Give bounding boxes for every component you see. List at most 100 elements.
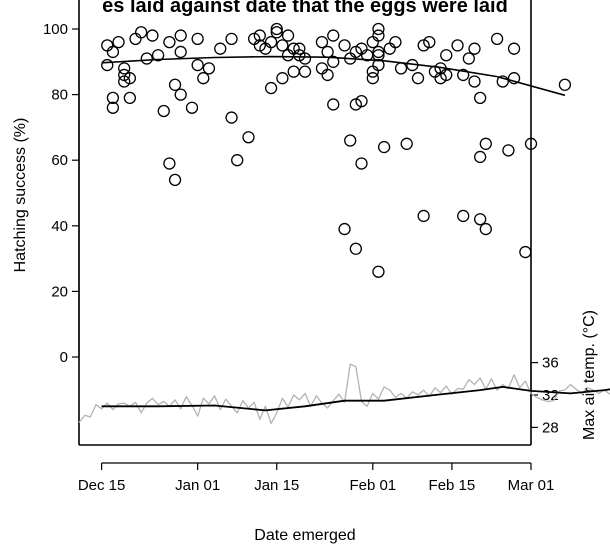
- data-point: [372, 49, 385, 62]
- x-axis-title: Date emerged: [254, 527, 355, 544]
- data-point: [372, 45, 385, 59]
- data-point: [327, 98, 340, 111]
- data-point: [366, 35, 379, 49]
- data-points: [101, 22, 572, 278]
- data-point: [242, 131, 255, 144]
- data-point: [174, 29, 187, 42]
- data-point: [270, 26, 283, 39]
- data-point: [457, 68, 470, 82]
- data-point: [163, 157, 176, 170]
- data-point: [151, 49, 165, 62]
- data-point: [321, 45, 334, 59]
- data-point: [417, 209, 430, 223]
- x-tick-label: Feb 15: [429, 477, 476, 494]
- data-point: [276, 72, 289, 85]
- data-point: [372, 265, 385, 278]
- data-point: [383, 42, 396, 55]
- data-point: [225, 111, 238, 124]
- data-point: [293, 42, 306, 55]
- data-point: [129, 32, 142, 45]
- data-point: [524, 137, 538, 150]
- data-point: [519, 245, 532, 259]
- y-tick-label: 0: [60, 349, 68, 366]
- temperature-lines: [78, 363, 610, 425]
- data-point: [197, 72, 210, 85]
- y-tick-label: 60: [51, 152, 68, 169]
- data-point: [400, 137, 413, 150]
- data-point: [389, 35, 402, 49]
- y2-tick-label: 36: [542, 355, 559, 372]
- data-point: [344, 134, 357, 147]
- data-point: [496, 75, 509, 88]
- data-point: [276, 39, 289, 52]
- x-tick-label: Jan 01: [175, 477, 220, 494]
- data-point: [502, 144, 515, 157]
- data-point: [101, 58, 114, 72]
- data-point: [473, 91, 487, 105]
- data-point: [394, 62, 408, 75]
- data-point: [281, 29, 295, 42]
- data-point: [473, 213, 487, 226]
- data-point: [112, 35, 125, 49]
- data-point: [270, 22, 283, 36]
- data-point: [366, 72, 379, 85]
- data-point: [264, 35, 278, 49]
- data-point: [191, 58, 204, 72]
- data-point: [507, 72, 521, 85]
- data-point: [372, 29, 385, 42]
- data-point: [101, 39, 114, 52]
- data-point: [468, 42, 481, 55]
- x-tick-label: Mar 01: [508, 477, 555, 494]
- data-point: [457, 209, 470, 223]
- data-point: [264, 81, 278, 95]
- data-point: [355, 157, 368, 170]
- data-point: [202, 62, 216, 75]
- data-point: [106, 101, 120, 114]
- data-point: [479, 137, 492, 150]
- data-point: [315, 62, 329, 75]
- x-tick-label: Jan 15: [254, 477, 299, 494]
- data-point: [558, 78, 572, 91]
- data-point: [366, 65, 379, 78]
- data-point: [287, 65, 300, 78]
- y-tick-label: 100: [43, 21, 68, 38]
- y-tick-label: 40: [51, 218, 68, 235]
- y-tick-label: 80: [51, 87, 68, 104]
- data-point: [214, 42, 227, 55]
- data-point: [411, 72, 425, 85]
- data-point: [185, 101, 199, 114]
- data-point: [355, 95, 368, 108]
- x-tick-label: Feb 01: [349, 477, 396, 494]
- y2-axis-title: Max air temp. (°C): [581, 310, 598, 440]
- data-point: [315, 35, 329, 49]
- x-tick-label: Dec 15: [78, 477, 126, 494]
- data-point: [490, 32, 504, 45]
- data-point: [462, 52, 476, 65]
- data-point: [134, 26, 148, 39]
- data-point: [140, 52, 153, 65]
- data-point: [253, 29, 266, 42]
- data-point: [298, 52, 312, 65]
- data-point: [468, 75, 481, 88]
- data-point: [231, 154, 244, 167]
- data-point: [168, 78, 182, 91]
- data-point: [174, 45, 187, 59]
- y2-tick-label: 28: [542, 419, 559, 436]
- data-point: [168, 173, 182, 187]
- data-point: [349, 242, 363, 255]
- data-point: [372, 58, 385, 72]
- smoothed-temperature-line: [101, 385, 610, 412]
- data-point: [146, 29, 159, 42]
- data-point: [123, 72, 137, 85]
- data-point: [298, 65, 312, 78]
- data-point: [338, 39, 351, 52]
- data-point: [163, 35, 176, 49]
- data-point: [281, 49, 295, 62]
- data-point: [338, 222, 351, 236]
- data-point: [321, 68, 334, 82]
- chart-title: es laid against date that the eggs were …: [102, 0, 508, 17]
- data-point: [451, 39, 464, 52]
- data-point: [106, 45, 120, 59]
- data-point: [440, 68, 453, 82]
